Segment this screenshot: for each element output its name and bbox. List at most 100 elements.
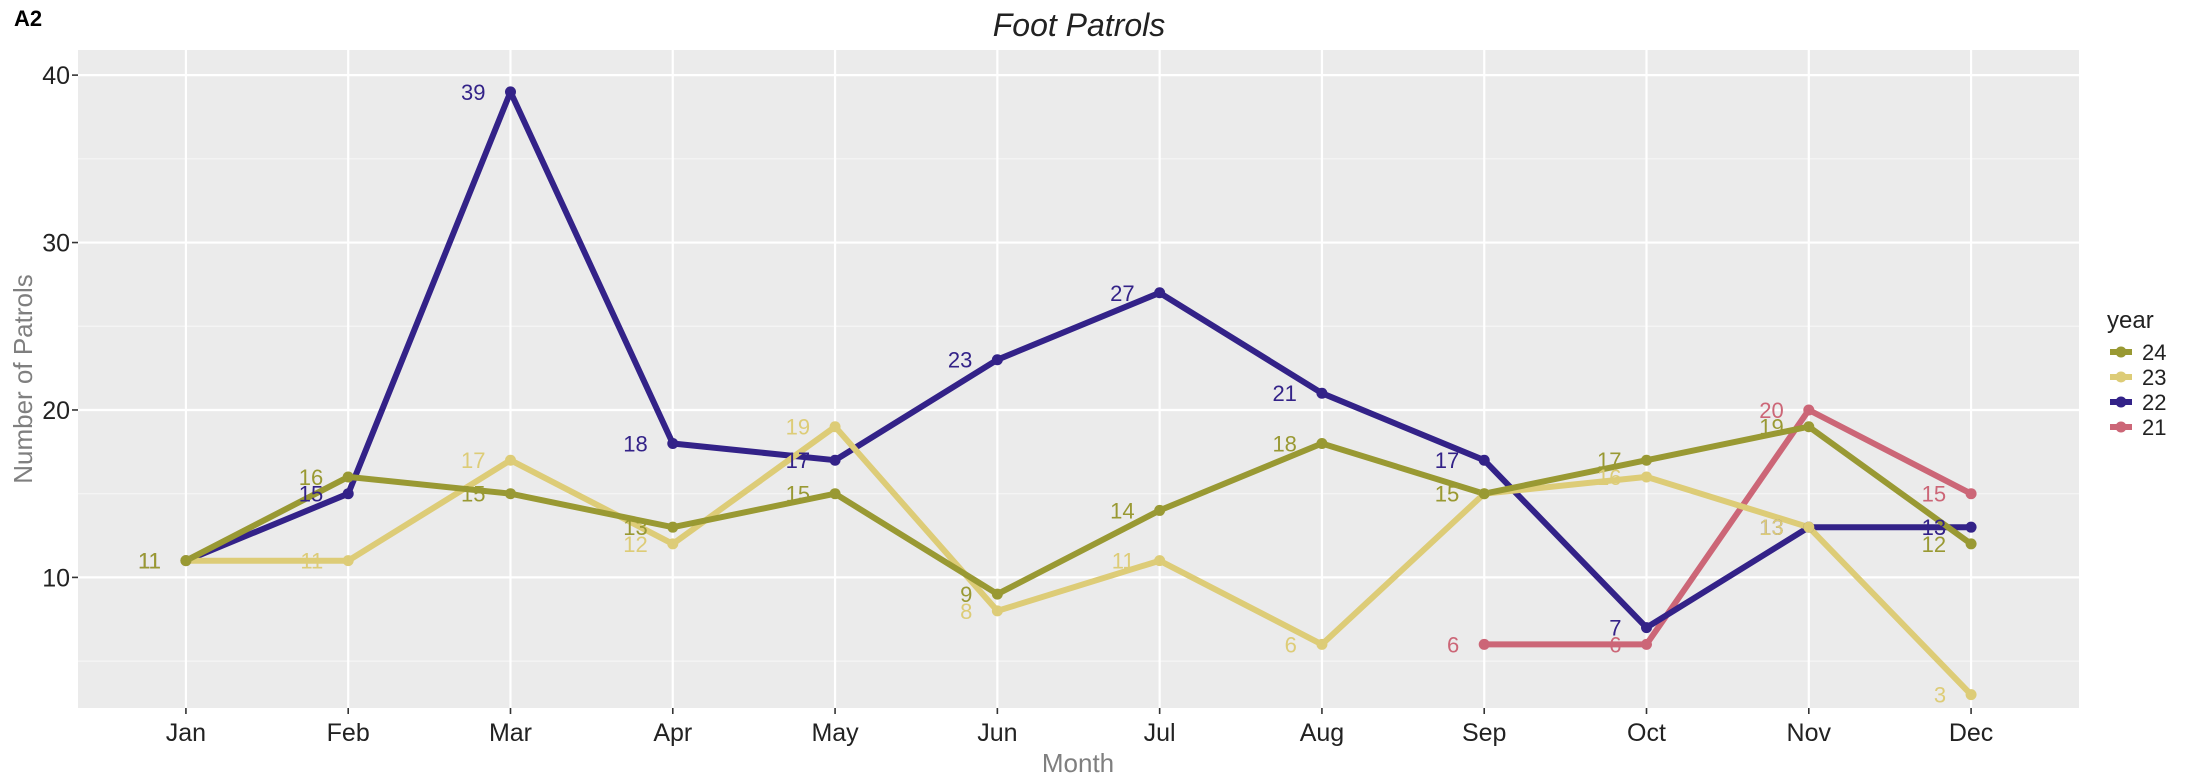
data-label-22: 18 bbox=[623, 431, 647, 456]
data-label-22: 15 bbox=[299, 482, 323, 507]
data-label-22: 23 bbox=[948, 348, 972, 373]
x-tick-label: May bbox=[811, 719, 859, 747]
x-tick-label: Feb bbox=[327, 719, 370, 747]
data-label-21: 6 bbox=[1609, 632, 1621, 657]
point-23 bbox=[829, 421, 841, 433]
x-axis-title: Month bbox=[1042, 748, 1114, 778]
series-points bbox=[180, 86, 1977, 701]
data-label-24: 11 bbox=[138, 549, 161, 574]
legend-label: 23 bbox=[2142, 365, 2166, 390]
point-24 bbox=[1478, 488, 1490, 500]
point-23 bbox=[991, 605, 1003, 617]
point-21 bbox=[1641, 638, 1653, 650]
x-tick-label: Nov bbox=[1787, 719, 1832, 747]
point-21 bbox=[1965, 488, 1977, 500]
point-24 bbox=[991, 588, 1003, 600]
plot-panel bbox=[78, 50, 2079, 708]
data-label-22: 11 bbox=[138, 549, 161, 574]
y-tick-label: 30 bbox=[42, 230, 70, 258]
data-label-22: 17 bbox=[1435, 448, 1459, 473]
point-21 bbox=[1478, 638, 1490, 650]
legend-key-point bbox=[2115, 421, 2127, 433]
data-label-24: 19 bbox=[1759, 415, 1783, 440]
point-23 bbox=[1803, 521, 1815, 533]
data-label-21: 20 bbox=[1759, 398, 1783, 423]
point-22 bbox=[1641, 622, 1653, 634]
data-label-23: 17 bbox=[461, 448, 485, 473]
data-label-24: 17 bbox=[1597, 448, 1621, 473]
point-24 bbox=[1316, 437, 1328, 449]
point-23 bbox=[1154, 555, 1166, 567]
series-line-22 bbox=[182, 88, 1975, 631]
data-label-24: 16 bbox=[299, 465, 323, 490]
x-tick-label: Sep bbox=[1462, 719, 1506, 747]
point-22 bbox=[667, 437, 679, 449]
data-label-23: 11 bbox=[1112, 549, 1135, 574]
point-22 bbox=[342, 488, 354, 500]
data-label-24: 15 bbox=[786, 482, 810, 507]
data-label-22: 7 bbox=[1609, 616, 1621, 641]
data-label-22: 13 bbox=[1759, 515, 1783, 540]
data-label-24: 9 bbox=[960, 582, 972, 607]
data-label-23: 12 bbox=[623, 532, 647, 557]
point-23 bbox=[342, 555, 354, 567]
point-22 bbox=[504, 86, 516, 98]
data-label-23: 8 bbox=[960, 599, 972, 624]
x-axis: Jan Feb Mar Apr May Jun Jul Aug Sep Oct Nov Dec bbox=[166, 708, 1993, 747]
point-23 bbox=[504, 454, 516, 466]
point-24 bbox=[1154, 504, 1166, 516]
legend-label: 22 bbox=[2142, 390, 2166, 415]
x-tick-label: Jan bbox=[166, 719, 206, 747]
point-23 bbox=[1965, 689, 1977, 701]
data-label-23: 15 bbox=[1435, 482, 1459, 507]
series-lines bbox=[182, 88, 1975, 698]
data-label-23: 11 bbox=[138, 549, 161, 574]
legend-label: 21 bbox=[2142, 415, 2166, 440]
series-line-23 bbox=[182, 423, 1975, 698]
x-tick-label: Mar bbox=[489, 719, 532, 747]
point-23 bbox=[667, 538, 679, 550]
data-label-21: 15 bbox=[1922, 482, 1946, 507]
data-label-23: 13 bbox=[1759, 515, 1783, 540]
data-label-21: 6 bbox=[1447, 632, 1459, 657]
point-22 bbox=[829, 454, 841, 466]
chart-title: Foot Patrols bbox=[993, 7, 1166, 43]
legend-label: 24 bbox=[2142, 340, 2166, 365]
y-tick-label: 40 bbox=[42, 62, 70, 90]
point-22 bbox=[1154, 287, 1166, 299]
series-line-21 bbox=[1481, 407, 1975, 648]
x-tick-label: Jul bbox=[1144, 719, 1176, 747]
data-label-23: 3 bbox=[1934, 683, 1946, 708]
data-label-22: 21 bbox=[1272, 381, 1296, 406]
point-24 bbox=[1641, 454, 1653, 466]
panel-tag: A2 bbox=[14, 6, 42, 31]
point-22 bbox=[991, 354, 1003, 366]
x-tick-label: Oct bbox=[1627, 719, 1666, 747]
point-24 bbox=[1965, 538, 1977, 550]
y-tick-label: 20 bbox=[42, 397, 70, 425]
data-label-24: 14 bbox=[1110, 498, 1134, 523]
point-24 bbox=[342, 471, 354, 483]
point-22 bbox=[1965, 521, 1977, 533]
x-tick-label: Aug bbox=[1300, 719, 1344, 747]
x-tick-label: Apr bbox=[653, 719, 692, 747]
data-label-22: 27 bbox=[1110, 281, 1134, 306]
point-22 bbox=[1478, 454, 1490, 466]
data-label-24: 13 bbox=[623, 515, 647, 540]
data-label-23: 16 bbox=[1597, 465, 1621, 490]
legend-key-point bbox=[2115, 396, 2127, 408]
data-label-22: 39 bbox=[461, 80, 485, 105]
x-tick-label: Dec bbox=[1949, 719, 1993, 747]
data-label-23: 11 bbox=[300, 549, 323, 574]
legend-title: year bbox=[2107, 307, 2154, 334]
y-tick-label: 10 bbox=[42, 564, 70, 592]
data-label-24: 15 bbox=[1435, 482, 1459, 507]
data-label-23: 6 bbox=[1285, 632, 1297, 657]
point-24 bbox=[667, 521, 679, 533]
data-label-24: 12 bbox=[1922, 532, 1946, 557]
data-label-24: 15 bbox=[461, 482, 485, 507]
y-axis-title: Number of Patrols bbox=[8, 274, 38, 484]
point-23 bbox=[1316, 638, 1328, 650]
